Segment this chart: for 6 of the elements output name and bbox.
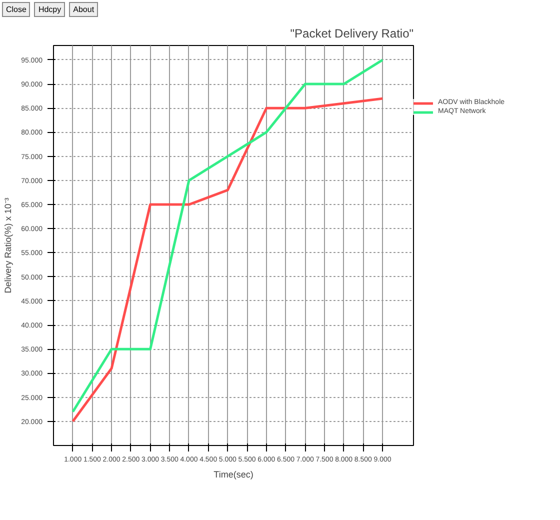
y-axis-title: Delivery Ratio(%) x 10⁻³: [3, 198, 14, 294]
text: Close: [6, 4, 26, 16]
chart-title: "Packet Delivery Ratio": [290, 26, 414, 41]
text: Hdcpy: [38, 4, 62, 16]
x-axis-title: Time(sec): [214, 470, 254, 480]
text: About: [73, 4, 94, 16]
